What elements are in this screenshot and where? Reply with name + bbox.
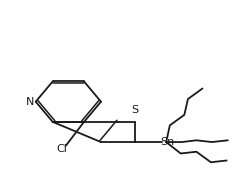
Text: S: S <box>131 105 138 115</box>
Text: Sn: Sn <box>160 137 174 147</box>
Text: Cl: Cl <box>57 144 68 154</box>
Text: N: N <box>26 97 35 107</box>
